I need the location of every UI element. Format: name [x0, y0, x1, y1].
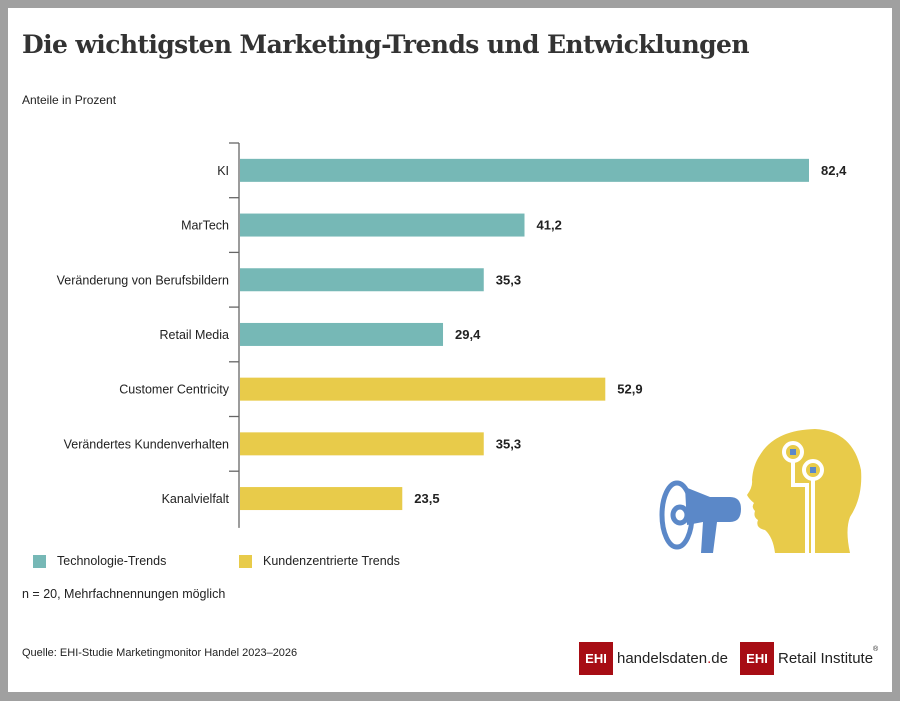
chart-subtitle: Anteile in Prozent — [22, 93, 117, 107]
head-circuit-icon — [747, 429, 862, 553]
logo-handelsdaten-dot: . — [707, 650, 712, 667]
value-label: 35,3 — [496, 436, 521, 451]
sample-note: n = 20, Mehrfachnennungen möglich — [22, 587, 226, 601]
category-label: Verändertes Kundenverhalten — [64, 437, 229, 451]
legend-swatch-customer — [239, 554, 252, 568]
category-label: MarTech — [181, 219, 229, 233]
category-label: Retail Media — [160, 328, 230, 342]
value-label: 52,9 — [617, 382, 642, 397]
illustration — [659, 429, 862, 553]
value-label: 35,3 — [496, 272, 521, 287]
legend-item-customer: Kundenzentrierte Trends — [239, 554, 400, 568]
logo-handelsdaten-name: handelsdaten — [617, 650, 708, 667]
legend-swatch-tech — [33, 554, 46, 568]
chart-title: Die wichtigsten Marketing-Trends und Ent… — [22, 30, 750, 59]
logo-retail-name: Retail Institute — [778, 650, 874, 667]
logo-retail-reg: ® — [873, 646, 879, 653]
logo-handelsdaten-box: EHI — [579, 642, 613, 675]
source-note: Quelle: EHI-Studie Marketingmonitor Hand… — [22, 647, 298, 659]
value-label: 23,5 — [414, 491, 439, 506]
bar-3 — [240, 322, 444, 346]
bar-4 — [240, 377, 606, 401]
bar-0 — [240, 158, 809, 182]
legend-label-customer: Kundenzentrierte Trends — [263, 554, 400, 568]
value-label: 29,4 — [455, 327, 481, 342]
bar-2 — [240, 268, 484, 292]
bar-6 — [240, 487, 403, 511]
category-label: Kanalvielfalt — [162, 492, 230, 506]
value-label: 41,2 — [537, 218, 562, 233]
bar-1 — [240, 213, 525, 237]
bar-5 — [240, 432, 484, 456]
legend-label-tech: Technologie-Trends — [57, 554, 167, 568]
category-label: Customer Centricity — [119, 383, 229, 397]
logo-retail-box: EHI — [740, 642, 774, 675]
category-label: KI — [217, 164, 229, 178]
value-label: 82,4 — [821, 163, 847, 178]
chart-card — [8, 8, 892, 692]
logo-handelsdaten-tld: de — [711, 650, 728, 667]
logo-retail-institute: EHI Retail Institute® — [740, 642, 878, 675]
logo-handelsdaten: EHI handelsdaten.de — [579, 642, 728, 675]
legend-item-tech: Technologie-Trends — [33, 554, 166, 568]
megaphone-icon — [659, 480, 741, 553]
category-label: Veränderung von Berufsbildern — [57, 273, 229, 287]
